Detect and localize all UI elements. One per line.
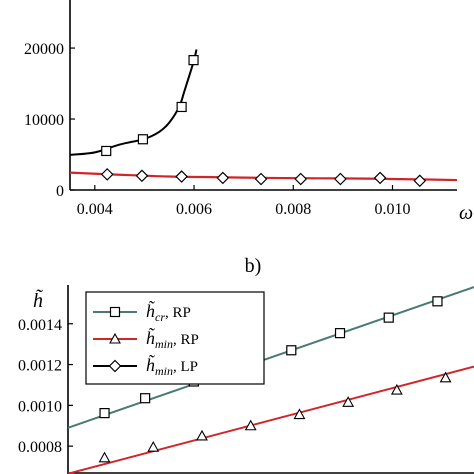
panel-a-data-point bbox=[175, 170, 188, 183]
panel-a-data-point bbox=[373, 171, 387, 185]
panel-b-data-point bbox=[439, 371, 452, 383]
legend-label: h̃min, RP bbox=[146, 327, 199, 351]
panel-a-x-axis-label: ω̃ bbox=[459, 202, 474, 224]
panel-a-data-point bbox=[334, 172, 347, 186]
panel-a-data-point bbox=[101, 145, 112, 157]
panel-b-data-point bbox=[286, 345, 297, 356]
legend-label: h̃min, LP bbox=[146, 354, 198, 378]
panel-b-label: b) bbox=[245, 255, 262, 277]
panel-a-data-point bbox=[135, 169, 149, 183]
panel-a-series bbox=[69, 49, 458, 188]
panel-b-data-point bbox=[244, 419, 257, 431]
panel-a-data-point bbox=[294, 172, 308, 186]
legend-label: h̃cr, RP bbox=[146, 300, 191, 324]
panel-a-x-tick-label: 0.006 bbox=[176, 201, 212, 218]
panel-b-series-line bbox=[67, 365, 474, 474]
panel-b-data-point bbox=[140, 393, 151, 404]
panel-b-data-point bbox=[342, 396, 355, 407]
panel-b-y-axis-label: h̃ bbox=[33, 288, 43, 312]
panel-a-series-line bbox=[69, 49, 198, 156]
panel-b-data-point bbox=[390, 383, 403, 395]
panel-b-data-point bbox=[147, 441, 160, 452]
panel-b-data-point bbox=[334, 328, 346, 339]
panel-a-data-point bbox=[254, 172, 268, 186]
legend-marker bbox=[109, 332, 121, 344]
panel-a-x-tick-label: 0.008 bbox=[275, 201, 311, 218]
panel-a-data-point bbox=[100, 168, 114, 181]
panel-a-y-tick-label: 10000 bbox=[24, 112, 64, 129]
panel-b-y-tick-label: 0.0012 bbox=[18, 358, 62, 375]
legend-marker bbox=[108, 359, 122, 373]
panel-b-y-tick-label: 0.0014 bbox=[18, 317, 62, 334]
panel-b-series-line bbox=[67, 286, 474, 429]
panel-a-data-point bbox=[413, 174, 427, 188]
panel-b-data-point bbox=[293, 408, 306, 420]
panel-b-data-point bbox=[99, 407, 110, 419]
panel-a-x-tick-label: 0.010 bbox=[375, 201, 411, 218]
panel-b-legend: h̃cr, RP h̃min, RP h̃min, LP bbox=[85, 291, 265, 385]
legend-marker bbox=[109, 306, 121, 318]
panel-a-data-point bbox=[137, 134, 149, 145]
panel-a-y-tick-label: 0 bbox=[56, 183, 64, 200]
panel-a-data-point bbox=[216, 171, 230, 185]
panel-b-data-point bbox=[98, 451, 111, 463]
panel-a-series-line bbox=[69, 171, 458, 182]
panel-a-y-tick-label: 20000 bbox=[24, 41, 64, 58]
panel-a-x-tick-label: 0.004 bbox=[77, 201, 113, 218]
panel-b-y-tick-label: 0.0010 bbox=[18, 398, 62, 415]
panel-b-y-tick-label: 0.0008 bbox=[18, 439, 62, 456]
panel-a-data-point bbox=[188, 55, 199, 66]
panel-a-data-point bbox=[176, 101, 187, 113]
panel-b-data-point bbox=[196, 429, 208, 441]
panel-b-data-point bbox=[383, 312, 394, 323]
panel-b-data-point bbox=[432, 296, 443, 307]
